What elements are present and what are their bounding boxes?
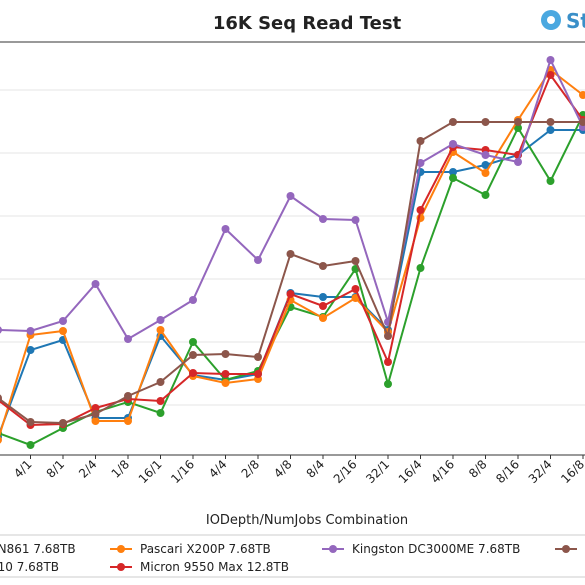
point (579, 91, 585, 99)
point (351, 285, 360, 293)
point (189, 351, 197, 359)
legend-label: SN861 7.68TB (0, 542, 76, 556)
point (449, 118, 457, 126)
point (416, 264, 425, 272)
point (0, 436, 2, 444)
legend-label: Kingston DC3000ME 7.68TB (352, 542, 520, 556)
legend-marker (117, 545, 125, 553)
point (384, 332, 392, 340)
point (546, 56, 555, 64)
point (319, 262, 327, 270)
point (91, 417, 100, 425)
logo-icon-inner (547, 16, 555, 24)
point (156, 378, 165, 386)
point (546, 126, 555, 134)
legend-marker (329, 545, 337, 553)
point (59, 419, 67, 427)
point (124, 417, 132, 425)
point (351, 257, 360, 265)
point (384, 380, 392, 388)
point (449, 168, 457, 176)
point (156, 397, 165, 405)
point (481, 191, 490, 199)
point (286, 290, 295, 298)
point (579, 118, 585, 126)
point (221, 379, 230, 387)
point (546, 71, 555, 79)
legend-marker (117, 563, 125, 571)
point (286, 192, 295, 200)
legend-label: Pascari X200P 7.68TB (140, 542, 271, 556)
point (189, 369, 197, 377)
point (481, 169, 490, 177)
point (124, 392, 132, 400)
point (221, 370, 230, 378)
point (481, 161, 490, 169)
point (26, 418, 35, 426)
point (124, 335, 132, 343)
point (189, 296, 197, 304)
point (0, 326, 2, 334)
x-axis-label: IODepth/NumJobs Combination (206, 513, 408, 528)
legend-label: 010 7.68TB (0, 560, 59, 574)
point (514, 124, 522, 132)
point (221, 350, 230, 358)
point (546, 177, 555, 185)
point (319, 215, 327, 223)
point (189, 338, 197, 346)
point (319, 302, 327, 310)
legend-label: Micron 9550 Max 12.8TB (140, 560, 289, 574)
point (26, 441, 35, 449)
point (319, 314, 327, 322)
point (449, 140, 457, 148)
point (26, 346, 35, 354)
plot-frame (0, 41, 585, 456)
point (351, 216, 360, 224)
point (416, 137, 425, 145)
point (91, 280, 100, 288)
point (514, 118, 522, 126)
chart-title: 16K Seq Read Test (213, 13, 402, 34)
point (91, 404, 100, 412)
point (319, 293, 327, 301)
point (59, 317, 67, 325)
point (384, 358, 392, 366)
point (254, 370, 262, 378)
point (481, 118, 490, 126)
point (254, 353, 262, 361)
point (26, 327, 35, 335)
point (0, 394, 2, 402)
point (546, 118, 555, 126)
point (351, 294, 360, 302)
legend-marker (562, 545, 570, 553)
logo-text: St (566, 9, 585, 33)
point (221, 225, 230, 233)
point (59, 327, 67, 335)
point (156, 409, 165, 417)
point (286, 250, 295, 258)
point (481, 151, 490, 159)
point (416, 206, 425, 214)
point (254, 256, 262, 264)
point (156, 316, 165, 324)
legend-box (0, 534, 585, 578)
point (91, 410, 100, 418)
point (449, 174, 457, 182)
point (416, 159, 425, 167)
point (156, 326, 165, 334)
point (514, 158, 522, 166)
